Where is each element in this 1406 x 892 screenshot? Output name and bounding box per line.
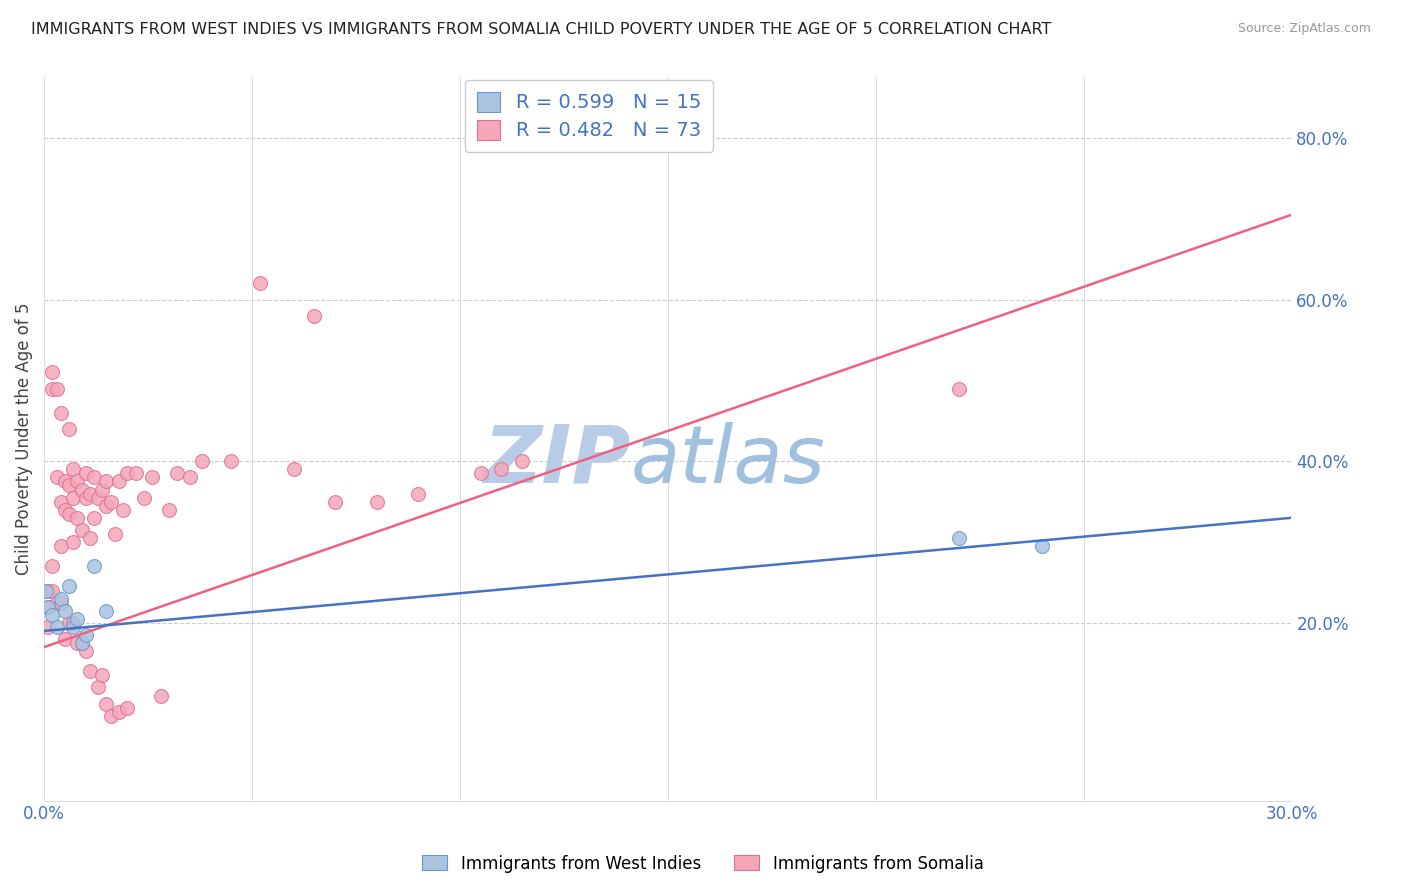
Point xyxy=(1031,539,1053,553)
Point xyxy=(49,591,72,606)
Point xyxy=(83,511,105,525)
Point xyxy=(37,583,59,598)
Point xyxy=(366,494,388,508)
Point xyxy=(249,277,271,291)
Legend: R = 0.599   N = 15, R = 0.482   N = 73: R = 0.599 N = 15, R = 0.482 N = 73 xyxy=(465,80,713,153)
Point xyxy=(41,365,63,379)
Point xyxy=(37,620,59,634)
Point xyxy=(62,491,84,505)
Point xyxy=(49,596,72,610)
Point xyxy=(66,475,89,489)
Point xyxy=(408,486,430,500)
Point xyxy=(219,454,242,468)
Point xyxy=(62,620,84,634)
Point xyxy=(510,454,533,468)
Point xyxy=(70,636,93,650)
Point xyxy=(70,483,93,497)
Point xyxy=(62,615,84,630)
Text: IMMIGRANTS FROM WEST INDIES VS IMMIGRANTS FROM SOMALIA CHILD POVERTY UNDER THE A: IMMIGRANTS FROM WEST INDIES VS IMMIGRANT… xyxy=(31,22,1052,37)
Point xyxy=(108,475,131,489)
Point xyxy=(66,511,89,525)
Point xyxy=(66,636,89,650)
Point xyxy=(179,470,201,484)
Point xyxy=(75,467,97,481)
Point xyxy=(83,559,105,574)
Point xyxy=(66,612,89,626)
Legend: Immigrants from West Indies, Immigrants from Somalia: Immigrants from West Indies, Immigrants … xyxy=(416,848,990,880)
Point xyxy=(96,475,118,489)
Y-axis label: Child Poverty Under the Age of 5: Child Poverty Under the Age of 5 xyxy=(15,302,32,575)
Point xyxy=(41,559,63,574)
Point xyxy=(53,604,76,618)
Point xyxy=(70,636,93,650)
Point xyxy=(79,531,101,545)
Point xyxy=(35,583,58,598)
Point xyxy=(75,628,97,642)
Point xyxy=(79,665,101,679)
Point xyxy=(87,491,110,505)
Point xyxy=(62,462,84,476)
Point xyxy=(132,491,155,505)
Point xyxy=(948,382,970,396)
Point xyxy=(49,406,72,420)
Point xyxy=(91,483,114,497)
Point xyxy=(104,527,127,541)
Point xyxy=(166,467,188,481)
Point xyxy=(83,470,105,484)
Point xyxy=(58,422,80,436)
Point xyxy=(58,615,80,630)
Point xyxy=(108,705,131,719)
Point xyxy=(58,507,80,521)
Point xyxy=(45,596,67,610)
Point xyxy=(53,475,76,489)
Point xyxy=(49,539,72,553)
Point xyxy=(157,502,180,516)
Point xyxy=(491,462,513,476)
Point xyxy=(37,599,59,614)
Point xyxy=(191,454,214,468)
Point xyxy=(304,309,326,323)
Point xyxy=(149,689,172,703)
Point xyxy=(96,604,118,618)
Point xyxy=(948,531,970,545)
Text: ZIP: ZIP xyxy=(484,422,630,500)
Text: atlas: atlas xyxy=(630,422,825,500)
Point xyxy=(45,382,67,396)
Point xyxy=(45,620,67,634)
Point xyxy=(124,467,146,481)
Point xyxy=(62,535,84,549)
Point xyxy=(41,607,63,622)
Point xyxy=(323,494,346,508)
Point xyxy=(58,478,80,492)
Point xyxy=(112,502,135,516)
Point xyxy=(70,523,93,537)
Point xyxy=(470,467,492,481)
Point xyxy=(37,599,59,614)
Point xyxy=(75,491,97,505)
Point xyxy=(45,470,67,484)
Point xyxy=(58,580,80,594)
Point xyxy=(41,583,63,598)
Point xyxy=(53,632,76,646)
Point xyxy=(100,494,122,508)
Point xyxy=(283,462,305,476)
Point xyxy=(117,467,139,481)
Point xyxy=(49,494,72,508)
Point xyxy=(141,470,163,484)
Point xyxy=(100,708,122,723)
Point xyxy=(91,668,114,682)
Point xyxy=(53,502,76,516)
Point xyxy=(117,700,139,714)
Point xyxy=(87,681,110,695)
Text: Source: ZipAtlas.com: Source: ZipAtlas.com xyxy=(1237,22,1371,36)
Point xyxy=(96,499,118,513)
Point xyxy=(96,697,118,711)
Point xyxy=(79,486,101,500)
Point xyxy=(41,382,63,396)
Point xyxy=(75,644,97,658)
